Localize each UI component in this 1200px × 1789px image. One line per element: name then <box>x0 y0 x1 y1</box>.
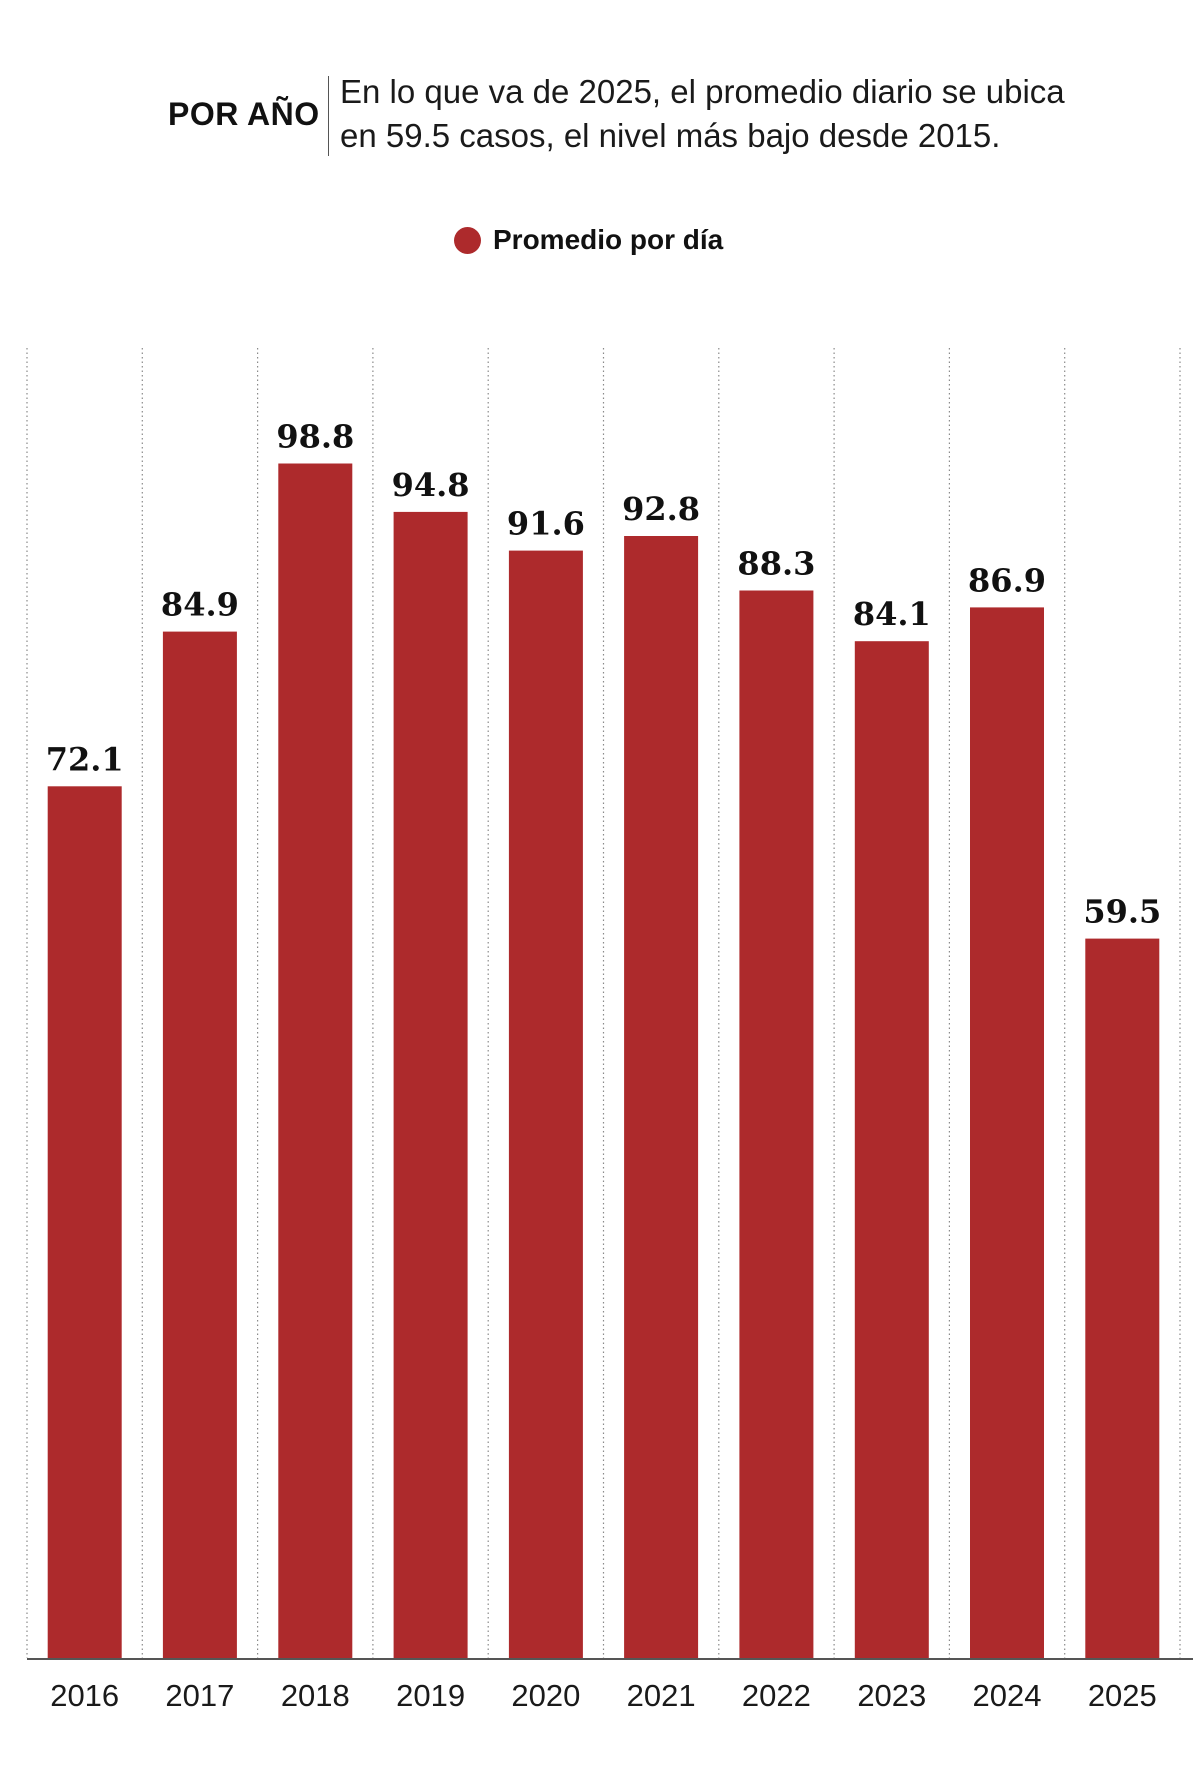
value-label-2019: 94.8 <box>392 466 470 504</box>
bar-2023 <box>854 641 929 1658</box>
bars <box>47 463 1160 1658</box>
value-label-2023: 84.1 <box>853 595 931 633</box>
legend-label: Promedio por día <box>493 224 724 255</box>
header-divider <box>328 76 329 156</box>
x-tick-label-2025: 2025 <box>1088 1678 1157 1713</box>
chart-header: POR AÑO En lo que va de 2025, el promedi… <box>168 70 1098 162</box>
subtitle-line-2: en 59.5 casos, el nivel más bajo desde 2… <box>340 117 1001 154</box>
value-label-2020: 91.6 <box>507 505 585 543</box>
bar-2019 <box>393 511 468 1658</box>
x-tick-label-2016: 2016 <box>50 1678 119 1713</box>
bar-2022 <box>739 590 814 1658</box>
bar-2024 <box>970 607 1044 1658</box>
value-labels: 72.1 84.9 98.8 94.8 91.6 92.8 88.3 84.1 86.9 59.5 <box>46 418 1162 931</box>
bar-2021 <box>624 536 699 1658</box>
chart-legend: Promedio por día <box>454 220 723 260</box>
bar-2016 <box>47 786 122 1658</box>
value-label-2016: 72.1 <box>46 740 124 778</box>
x-tick-label-2018: 2018 <box>281 1678 350 1713</box>
x-tick-label-2022: 2022 <box>742 1678 811 1713</box>
bar-2020 <box>508 550 583 1658</box>
value-label-2024: 86.9 <box>968 561 1046 599</box>
chart-subtitle: En lo que va de 2025, el promedio diario… <box>340 70 1100 158</box>
x-tick-label-2023: 2023 <box>857 1678 926 1713</box>
subtitle-line-1: En lo que va de 2025, el promedio diario… <box>340 73 1065 110</box>
x-tick-label-2021: 2021 <box>627 1678 696 1713</box>
value-label-2025: 59.5 <box>1083 893 1161 931</box>
bar-2025 <box>1085 938 1160 1658</box>
x-tick-label-2024: 2024 <box>973 1678 1042 1713</box>
value-label-2018: 98.8 <box>276 418 354 456</box>
x-tick-label-2020: 2020 <box>511 1678 580 1713</box>
x-tick-label-2019: 2019 <box>396 1678 465 1713</box>
chart-kicker: POR AÑO <box>168 96 320 132</box>
bar-2017 <box>162 631 237 1658</box>
x-tick-label-2017: 2017 <box>165 1678 234 1713</box>
bar-2018 <box>278 463 353 1658</box>
value-label-2022: 88.3 <box>737 545 815 583</box>
value-label-2021: 92.8 <box>622 490 700 528</box>
x-axis-ticks: 2016 2017 2018 2019 2020 2021 2022 2023 2024 2025 <box>50 1678 1157 1713</box>
legend-swatch-circle <box>454 226 481 254</box>
value-label-2017: 84.9 <box>161 586 239 624</box>
